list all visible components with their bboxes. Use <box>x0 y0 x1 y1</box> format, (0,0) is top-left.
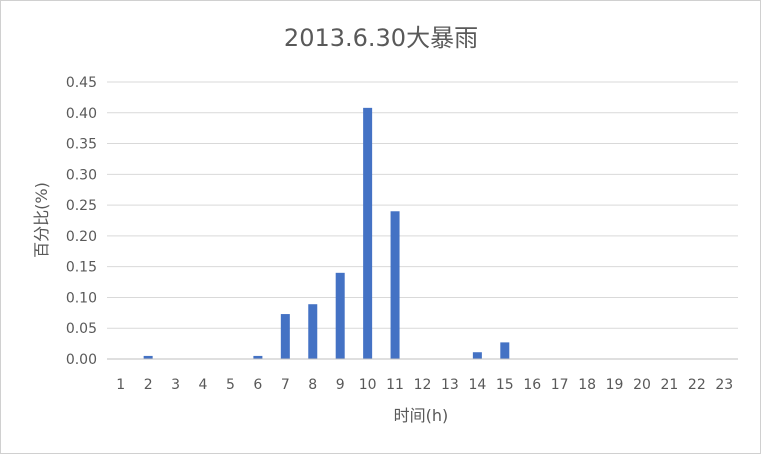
x-tick-label: 18 <box>578 377 596 393</box>
x-tick-label: 3 <box>171 377 180 393</box>
y-axis-ticks: 0.00 0.05 0.10 0.15 0.20 0.25 0.30 0.35 0.40 0.45 <box>66 75 97 368</box>
x-tick-label: 12 <box>414 377 432 393</box>
x-tick-label: 2 <box>144 377 153 393</box>
x-tick-label: 14 <box>468 377 486 393</box>
y-tick-label: 0.35 <box>66 137 97 153</box>
gridlines <box>107 81 738 329</box>
x-tick-label: 7 <box>281 377 290 393</box>
y-tick-label: 0.20 <box>66 229 97 245</box>
x-axis-title: 时间(h) <box>394 406 449 425</box>
x-tick-label: 17 <box>551 377 569 393</box>
y-tick-label: 0.00 <box>66 352 97 368</box>
x-axis-ticks: 1 2 3 4 5 6 7 8 9 10 11 12 13 14 15 16 17 18 19 20 21 22 23 <box>116 377 733 393</box>
bar-15 <box>500 342 510 359</box>
bars <box>143 107 510 359</box>
x-tick-label: 23 <box>715 377 733 393</box>
bar-14 <box>472 352 482 359</box>
x-tick-label: 22 <box>688 377 706 393</box>
x-tick-label: 15 <box>496 377 514 393</box>
y-tick-label: 0.10 <box>66 290 97 306</box>
x-tick-label: 4 <box>199 377 208 393</box>
x-tick-label: 13 <box>441 377 459 393</box>
y-tick-label: 0.05 <box>66 321 97 337</box>
y-tick-label: 0.40 <box>66 106 97 122</box>
bar-10 <box>363 107 373 359</box>
x-tick-label: 16 <box>523 377 541 393</box>
x-tick-label: 1 <box>116 377 125 393</box>
y-tick-label: 0.25 <box>66 198 97 214</box>
x-tick-label: 20 <box>633 377 651 393</box>
x-tick-label: 8 <box>308 377 317 393</box>
y-tick-label: 0.15 <box>66 260 97 276</box>
bar-9 <box>335 272 345 359</box>
x-tick-label: 9 <box>336 377 345 393</box>
x-tick-label: 19 <box>606 377 624 393</box>
bar-2 <box>143 355 153 359</box>
x-tick-label: 6 <box>253 377 262 393</box>
bar-7 <box>280 314 290 359</box>
bar-8 <box>308 304 318 359</box>
y-axis-title: 百分比(%) <box>32 182 51 258</box>
x-tick-label: 21 <box>660 377 678 393</box>
x-tick-label: 5 <box>226 377 235 393</box>
chart-title: 2013.6.30大暴雨 <box>284 24 478 52</box>
bar-11 <box>390 211 400 359</box>
x-tick-label: 11 <box>386 377 404 393</box>
bar-6 <box>253 355 263 359</box>
y-tick-label: 0.30 <box>66 167 97 183</box>
x-tick-label: 10 <box>359 377 377 393</box>
y-tick-label: 0.45 <box>66 75 97 91</box>
